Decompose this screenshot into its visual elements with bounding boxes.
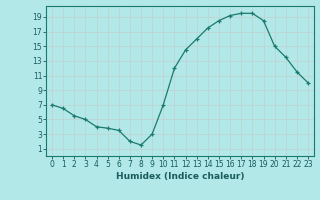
X-axis label: Humidex (Indice chaleur): Humidex (Indice chaleur)	[116, 172, 244, 181]
